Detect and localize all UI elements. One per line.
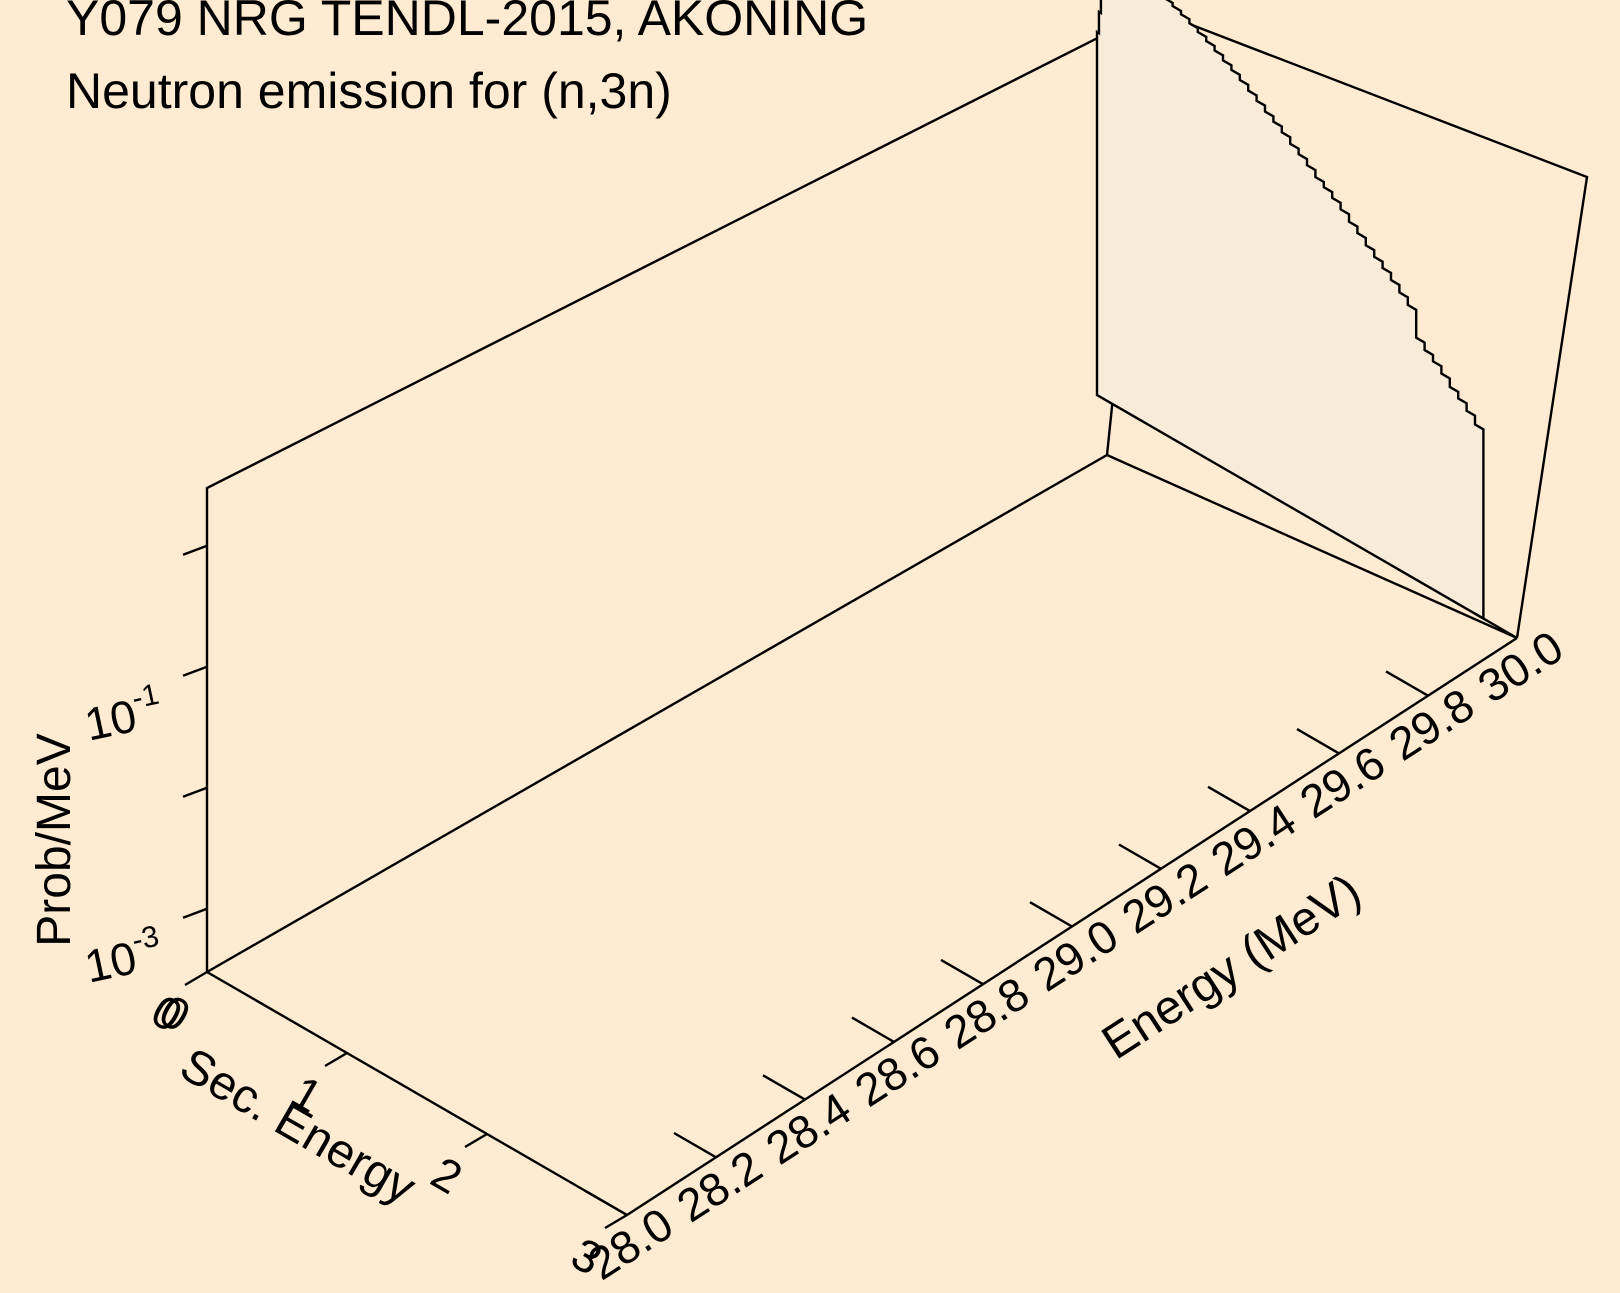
chart-subtitle: Neutron emission for (n,3n): [66, 63, 672, 119]
z-tick-label: 10-3: [79, 920, 167, 993]
y-tick: [1207, 785, 1251, 813]
y-tick: [1474, 612, 1518, 640]
y-tick-label: 29.4: [1202, 793, 1305, 885]
y-tick-label: 29.0: [1024, 909, 1127, 1001]
back-floor-edge: [206, 453, 1108, 974]
right-floor-edge: [1106, 453, 1518, 640]
y-tick: [1385, 670, 1429, 697]
y-tick: [673, 1131, 717, 1159]
z-tick: [182, 907, 208, 919]
y-tick-label: 28.0: [579, 1197, 682, 1289]
x-axis-label: Sec. Energy: [171, 1038, 424, 1215]
y-tick-label: 28.4: [757, 1082, 860, 1174]
spectrum-layer: [1095, 0, 1485, 621]
x-tick: [184, 970, 208, 987]
z-axis-label: Prob/MeV: [28, 733, 81, 946]
y-tick-label: 29.2: [1113, 851, 1216, 943]
z-tick-label: 10-1: [79, 678, 167, 751]
x-tick: [464, 1132, 488, 1149]
y-tick: [762, 1074, 806, 1101]
y-tick: [584, 1189, 628, 1217]
back-wall-right: [1152, 8, 1589, 639]
back-wall-left: [205, 7, 1155, 972]
y-tick: [1029, 901, 1073, 928]
y-tick: [940, 958, 984, 986]
y-tick-label: 29.8: [1380, 678, 1483, 770]
y-tick-label: 28.8: [935, 967, 1038, 1059]
chart-title: Y079 NRG TENDL-2015, AKONING: [66, 0, 868, 46]
x-axis-line: [206, 970, 628, 1217]
x-tick: [324, 1051, 348, 1068]
z-tick: [182, 665, 208, 677]
x-tick-label: 2: [423, 1146, 471, 1204]
y-tick: [1296, 728, 1340, 755]
y-tick: [851, 1016, 895, 1043]
y-tick-label: 28.6: [846, 1024, 949, 1116]
y-tick-label: 29.6: [1291, 736, 1394, 828]
y-tick-label: 30.0: [1469, 620, 1572, 712]
z-tick: [182, 544, 208, 556]
spectrum-series: [1095, 0, 1485, 621]
y-tick: [1118, 843, 1162, 870]
plot-box: [205, 7, 1589, 1217]
y-tick-label: 28.2: [668, 1140, 771, 1232]
z-tick: [182, 786, 208, 798]
x-tick: [604, 1213, 628, 1230]
